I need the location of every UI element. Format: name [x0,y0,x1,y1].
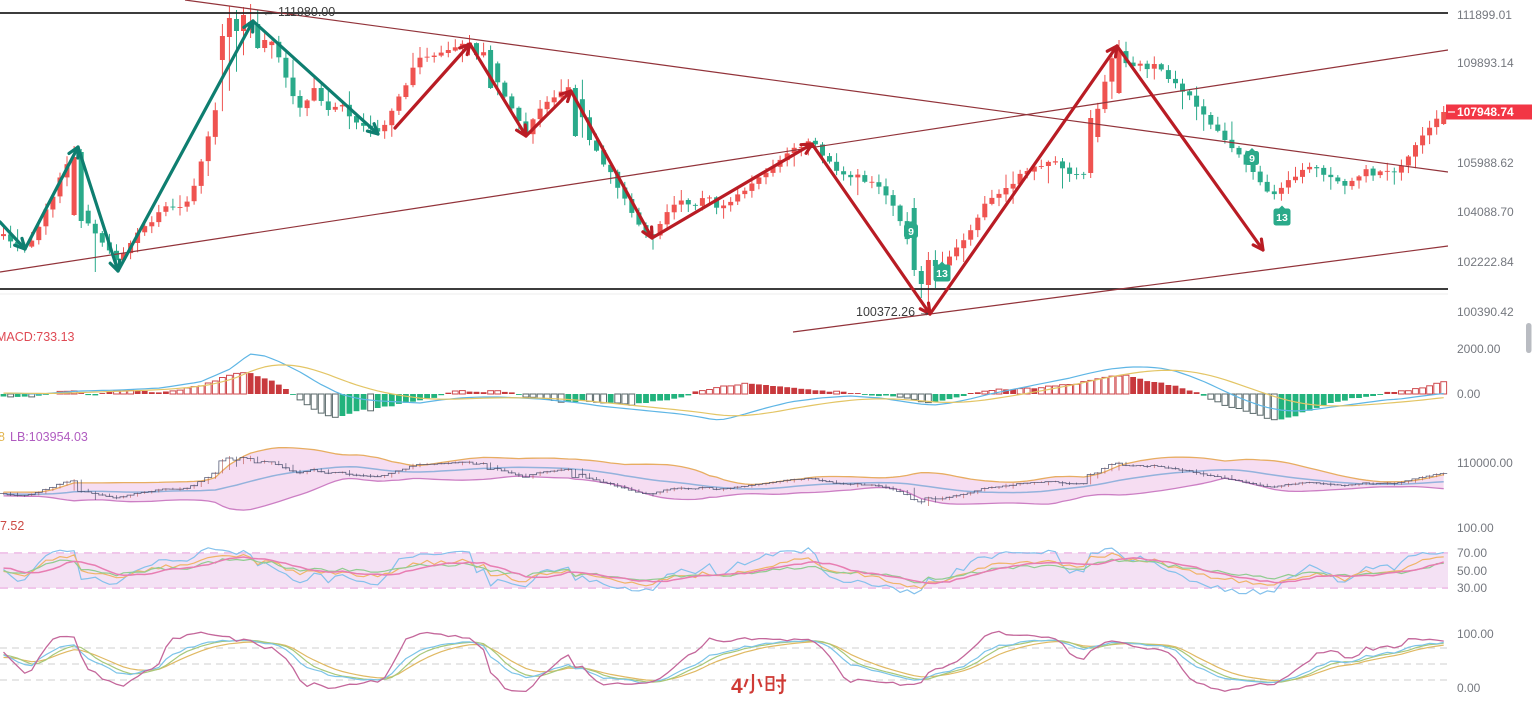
svg-text:100.00: 100.00 [1457,627,1494,641]
svg-text:107948.74: 107948.74 [1457,105,1514,119]
svg-text:100.00: 100.00 [1457,521,1494,535]
svg-text:100390.42: 100390.42 [1457,305,1514,319]
svg-text:30.00: 30.00 [1457,581,1487,595]
svg-text:13: 13 [1276,212,1288,224]
svg-text:LB:103954.03: LB:103954.03 [10,430,88,444]
svg-text:105988.62: 105988.62 [1457,156,1514,170]
svg-text:2000.00: 2000.00 [1457,342,1501,356]
svg-text:102222.84: 102222.84 [1457,255,1514,269]
svg-text:70.00: 70.00 [1457,546,1487,560]
svg-text:← 111980.00: ← 111980.00 [262,5,335,19]
svg-text:110000.00: 110000.00 [1457,456,1513,470]
svg-text:MACD:733.13: MACD:733.13 [0,330,75,344]
svg-text:0.00: 0.00 [1457,681,1481,695]
svg-text:109893.14: 109893.14 [1457,56,1514,70]
svg-text:9: 9 [1249,153,1255,165]
svg-text:9: 9 [908,226,914,238]
svg-text:0.00: 0.00 [1457,387,1481,401]
svg-text:57.52: 57.52 [0,519,24,533]
svg-text:13: 13 [936,268,948,280]
svg-text:8: 8 [0,430,5,444]
svg-text:104088.70: 104088.70 [1457,205,1514,219]
svg-text:100372.26 →: 100372.26 → [856,305,931,319]
svg-text:50.00: 50.00 [1457,564,1487,578]
svg-text:4: 4 [731,675,743,698]
svg-text:111899.01: 111899.01 [1457,8,1512,22]
